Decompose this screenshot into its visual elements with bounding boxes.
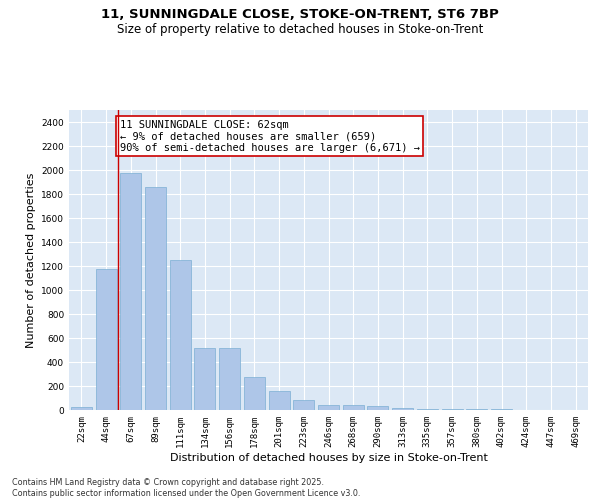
Bar — [194, 348, 215, 410]
Bar — [318, 404, 339, 410]
Bar — [343, 404, 364, 410]
X-axis label: Distribution of detached houses by size in Stoke-on-Trent: Distribution of detached houses by size … — [170, 452, 487, 462]
Y-axis label: Number of detached properties: Number of detached properties — [26, 172, 35, 348]
Bar — [145, 188, 166, 410]
Bar — [392, 408, 413, 410]
Bar — [120, 173, 141, 410]
Bar — [71, 407, 92, 410]
Text: Contains HM Land Registry data © Crown copyright and database right 2025.
Contai: Contains HM Land Registry data © Crown c… — [12, 478, 361, 498]
Bar — [367, 406, 388, 410]
Bar — [269, 391, 290, 410]
Bar — [293, 400, 314, 410]
Bar — [219, 348, 240, 410]
Text: 11, SUNNINGDALE CLOSE, STOKE-ON-TRENT, ST6 7BP: 11, SUNNINGDALE CLOSE, STOKE-ON-TRENT, S… — [101, 8, 499, 20]
Text: Size of property relative to detached houses in Stoke-on-Trent: Size of property relative to detached ho… — [117, 22, 483, 36]
Bar — [244, 377, 265, 410]
Text: 11 SUNNINGDALE CLOSE: 62sqm
← 9% of detached houses are smaller (659)
90% of sem: 11 SUNNINGDALE CLOSE: 62sqm ← 9% of deta… — [119, 120, 419, 153]
Bar — [417, 409, 438, 410]
Bar — [95, 269, 116, 410]
Bar — [170, 260, 191, 410]
